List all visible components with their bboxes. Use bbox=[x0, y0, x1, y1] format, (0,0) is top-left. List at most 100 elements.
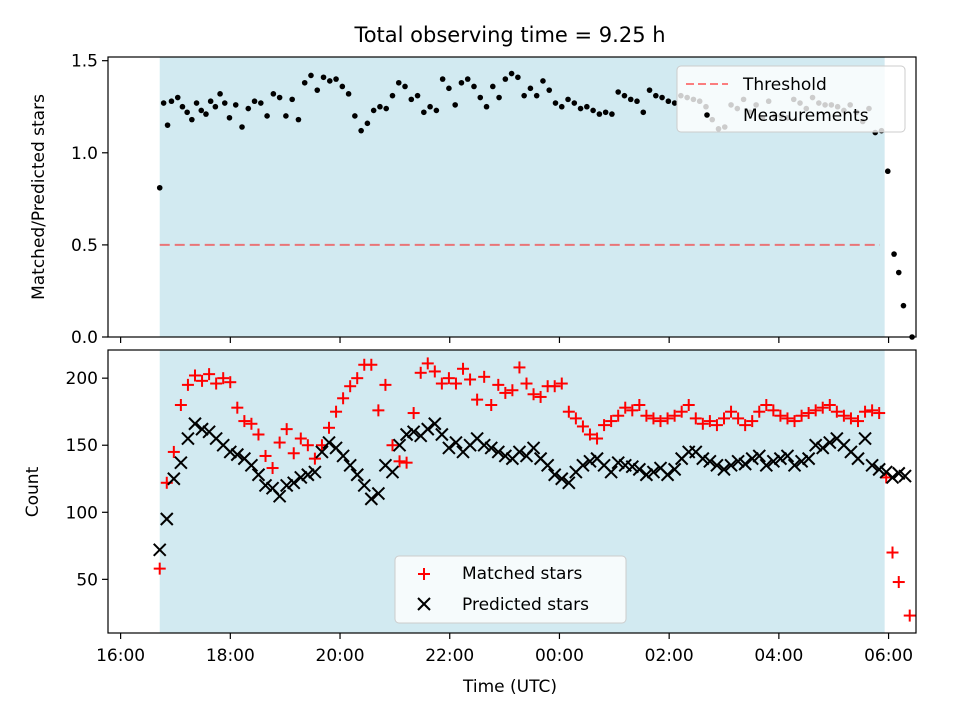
predicted-star-point bbox=[287, 476, 301, 490]
top-legend-box bbox=[676, 65, 906, 133]
matched-star-point bbox=[520, 377, 533, 390]
predicted-star-point bbox=[639, 468, 654, 482]
top-y-ticks: 0.0 0.5 1.0 1.5 bbox=[71, 52, 108, 348]
y-tick-label: 200 bbox=[66, 369, 98, 389]
measurement-point bbox=[160, 100, 167, 106]
matched-star-point bbox=[492, 378, 505, 391]
legend-measurements-swatch bbox=[704, 112, 710, 118]
measurement-point bbox=[164, 122, 171, 128]
predicted-star-point bbox=[195, 422, 209, 436]
predicted-star-point bbox=[794, 454, 809, 469]
predicted-star-point bbox=[406, 425, 421, 439]
measurement-point bbox=[602, 109, 609, 116]
measurement-point bbox=[496, 94, 502, 101]
matched-star-point bbox=[809, 404, 822, 417]
legend-matched-label: Matched stars bbox=[462, 564, 582, 584]
bottom-axes-frame bbox=[107, 349, 917, 634]
matched-star-point bbox=[852, 415, 865, 428]
matched-star-point bbox=[308, 452, 321, 465]
predicted-star-point bbox=[787, 458, 802, 473]
matched-star-point bbox=[301, 439, 314, 452]
measurement-point bbox=[596, 111, 603, 117]
measurement-point bbox=[370, 107, 377, 114]
predicted-star-point bbox=[583, 454, 597, 469]
measurement-point bbox=[665, 98, 672, 105]
matched-star-point bbox=[323, 421, 336, 434]
matched-star-point bbox=[499, 386, 512, 399]
predicted-star-point bbox=[724, 458, 738, 473]
matched-star-point bbox=[238, 415, 251, 428]
measurement-point bbox=[515, 74, 521, 81]
predicted-star-point bbox=[399, 427, 414, 442]
measurement-point bbox=[653, 92, 659, 99]
matched-star-point bbox=[435, 377, 448, 390]
measurement-point bbox=[212, 103, 219, 110]
predicted-star-point bbox=[872, 462, 886, 477]
chart-title: Total observing time = 9.25 h bbox=[353, 23, 665, 47]
matched-star-point bbox=[203, 368, 216, 381]
matched-star-point bbox=[393, 455, 406, 468]
matched-star-point bbox=[844, 412, 857, 425]
predicted-star-point bbox=[315, 445, 329, 459]
matched-star-point bbox=[598, 419, 611, 432]
matched-star-point bbox=[873, 407, 886, 420]
measurement-point bbox=[483, 103, 490, 110]
measurement-point bbox=[634, 98, 640, 105]
predicted-star-point bbox=[477, 438, 491, 452]
matched-star-point bbox=[739, 419, 752, 432]
matched-star-point bbox=[210, 377, 223, 390]
measurement-point bbox=[471, 83, 477, 90]
measurement-point bbox=[577, 105, 584, 112]
measurement-point bbox=[314, 87, 321, 93]
predicted-star-point bbox=[174, 455, 188, 470]
y-tick-label: 1.0 bbox=[71, 144, 98, 164]
matched-star-point bbox=[351, 372, 364, 385]
measurement-point bbox=[446, 85, 452, 92]
bottom-legend: Matched stars Predicted stars bbox=[394, 555, 627, 624]
predicted-star-point bbox=[279, 478, 294, 493]
predicted-star-point bbox=[738, 457, 752, 471]
matched-star-point bbox=[527, 388, 540, 401]
predicted-star-point bbox=[181, 431, 195, 446]
predicted-star-point bbox=[421, 422, 435, 436]
measurement-point bbox=[283, 113, 289, 119]
measurement-point bbox=[308, 72, 314, 79]
predicted-star-point bbox=[357, 478, 371, 493]
matched-star-point bbox=[725, 405, 738, 418]
matched-star-point bbox=[153, 562, 166, 575]
measurement-point bbox=[245, 105, 252, 112]
predicted-star-point bbox=[160, 512, 174, 526]
predicted-star-point bbox=[717, 462, 731, 477]
matched-star-point bbox=[576, 420, 589, 433]
predicted-star-point bbox=[294, 470, 308, 485]
matched-star-point bbox=[266, 462, 279, 475]
measurement-point bbox=[427, 103, 433, 110]
predicted-star-point bbox=[667, 462, 682, 477]
legend-measurements-label: Measurements bbox=[743, 106, 869, 126]
measurement-point bbox=[439, 76, 446, 82]
legend-predicted-label: Predicted stars bbox=[462, 595, 589, 615]
measurement-point bbox=[533, 92, 540, 99]
matched-star-point bbox=[647, 412, 660, 425]
matched-star-point bbox=[781, 412, 794, 425]
measurement-point bbox=[203, 111, 209, 117]
measurement-point bbox=[358, 127, 364, 134]
measurement-point bbox=[198, 107, 205, 114]
predicted-star-point bbox=[660, 468, 675, 482]
matched-star-point bbox=[252, 428, 265, 441]
predicted-star-point bbox=[696, 451, 710, 466]
matched-star-point bbox=[562, 405, 575, 418]
measurement-point bbox=[402, 83, 408, 90]
matched-star-point bbox=[280, 423, 293, 436]
x-tick-label: 16:00 bbox=[96, 646, 145, 666]
matched-star-point bbox=[428, 365, 441, 378]
matched-star-point bbox=[668, 409, 681, 422]
matched-star-point bbox=[174, 398, 187, 411]
legend-predicted-swatch bbox=[417, 597, 431, 611]
predicted-star-point bbox=[449, 435, 463, 450]
matched-star-point bbox=[903, 609, 916, 622]
predicted-star-point bbox=[766, 454, 781, 469]
predicted-star-point bbox=[555, 472, 569, 486]
predicted-star-point bbox=[371, 486, 386, 501]
predicted-star-point bbox=[731, 454, 745, 469]
